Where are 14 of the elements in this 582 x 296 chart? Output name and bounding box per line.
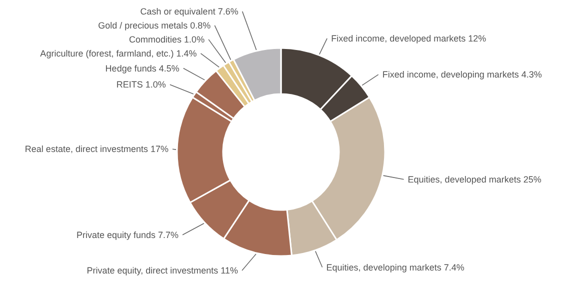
slice-label: Real estate, direct investments 17% bbox=[24, 144, 168, 154]
donut-slice bbox=[195, 70, 246, 120]
slice-label: Fixed income, developed markets 12% bbox=[331, 33, 486, 44]
slice-label: Agriculture (forest, farmland, etc.) 1.4% bbox=[40, 48, 197, 58]
slice-label: Private equity funds 7.7% bbox=[76, 230, 179, 240]
slice-label: Private equity, direct investments 11% bbox=[86, 265, 238, 276]
slice-label: Gold / precious metals 0.8% bbox=[98, 20, 211, 30]
slice-label: Equities, developing markets 7.4% bbox=[326, 262, 464, 272]
slice-label: Commodities 1.0% bbox=[129, 34, 205, 44]
slice-label: REITS 1.0% bbox=[116, 80, 166, 90]
slice-label: Hedge funds 4.5% bbox=[105, 63, 180, 74]
slice-label: Fixed income, developing markets 4.3% bbox=[382, 70, 542, 80]
slice-label: Equities, developed markets 25% bbox=[408, 174, 542, 184]
slice-label: Cash or equivalent 7.6% bbox=[140, 6, 238, 16]
